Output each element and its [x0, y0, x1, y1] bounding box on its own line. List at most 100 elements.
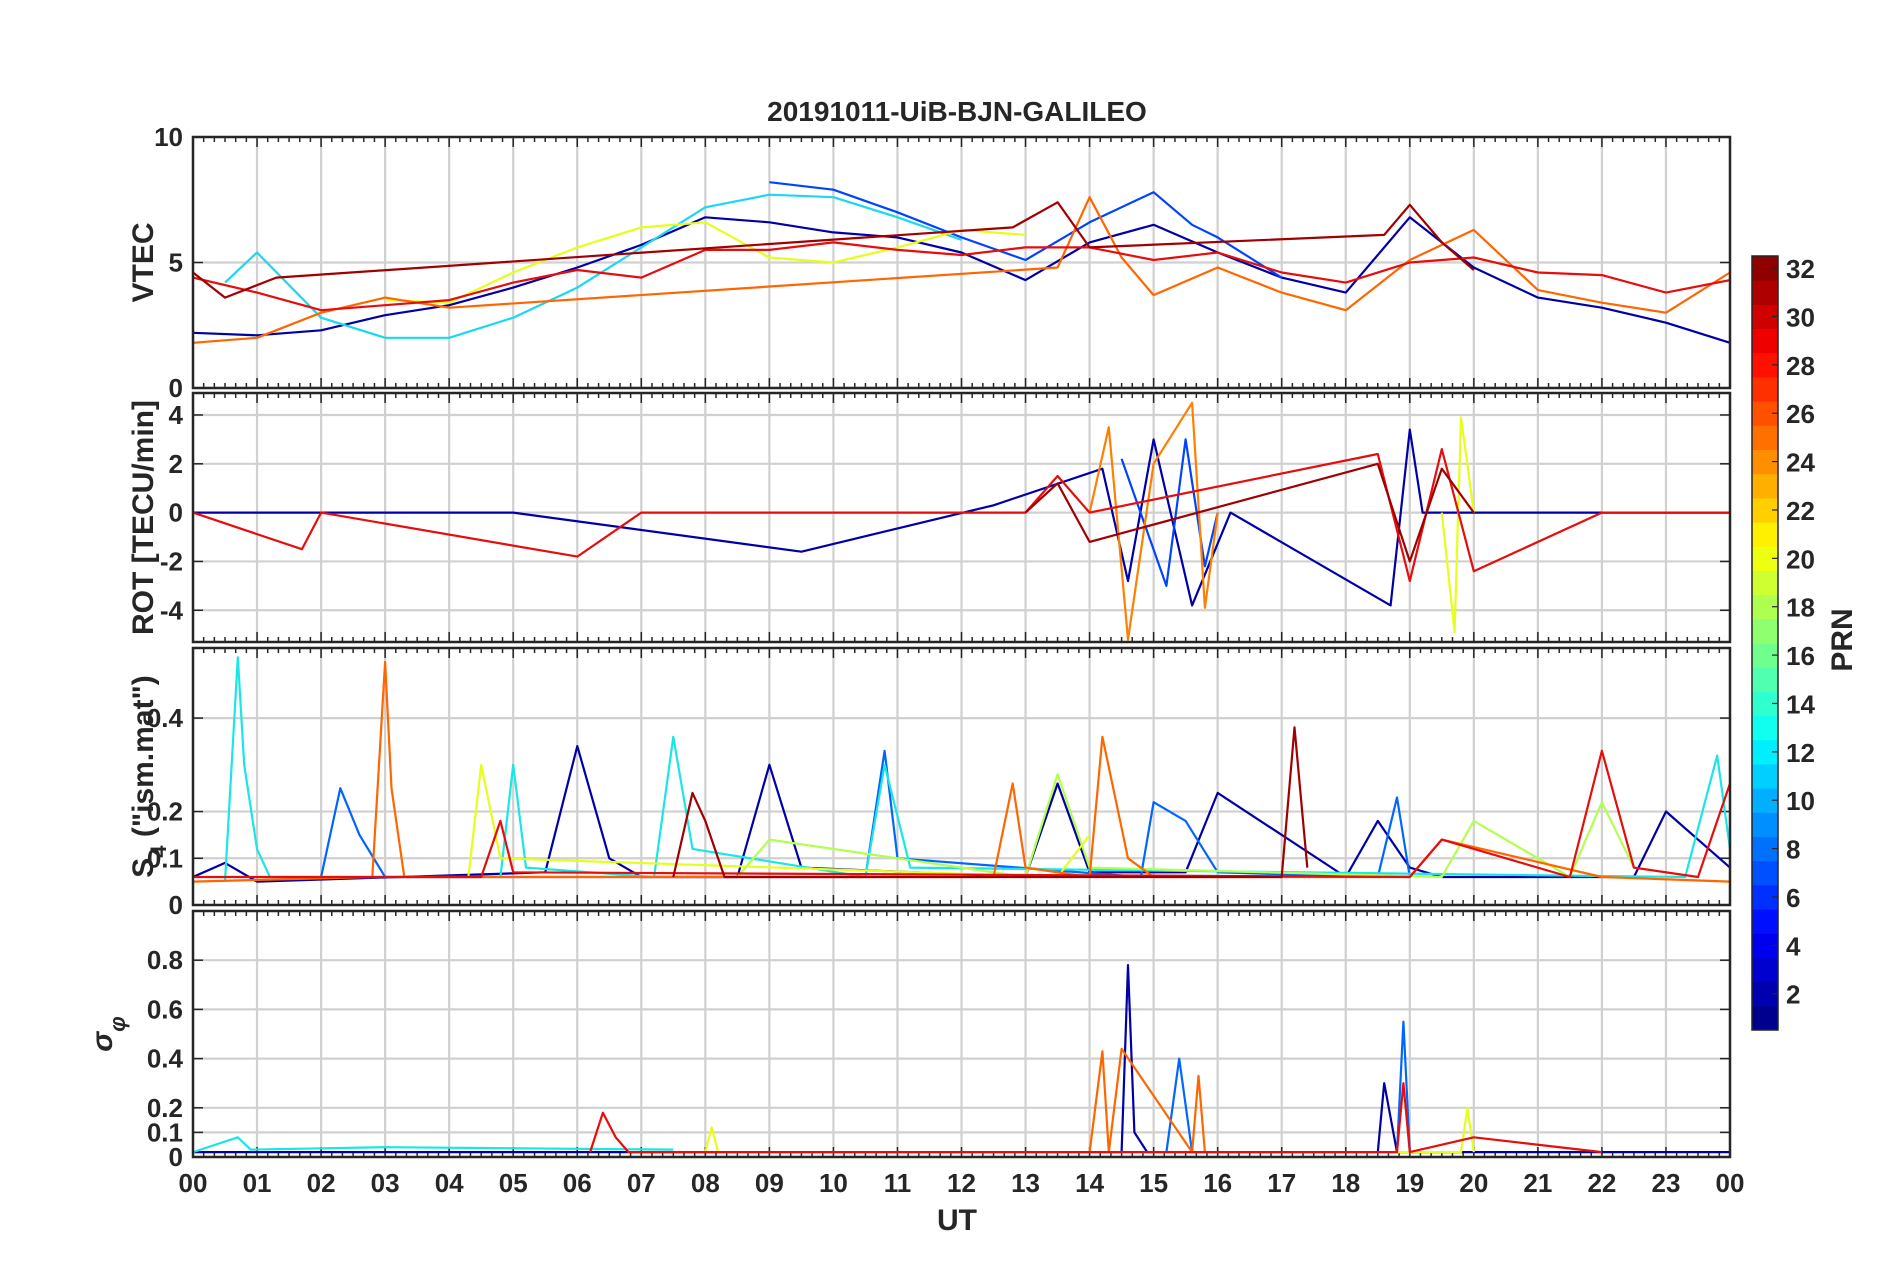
series-line-prn-5 [769, 181, 1283, 279]
x-tick-label: 10 [819, 1168, 848, 1198]
y-tick-label: 0.8 [147, 945, 183, 975]
x-tick-label: 11 [884, 1168, 912, 1198]
x-tick-label: 14 [1075, 1168, 1104, 1198]
colorbar-swatch [1752, 1005, 1778, 1031]
colorbar-swatch [1752, 763, 1778, 789]
y-axis-label: S4 ("ism.mat") [127, 675, 171, 877]
x-tick-label: 13 [1011, 1168, 1040, 1198]
colorbar-tick-label: 24 [1786, 448, 1815, 478]
colorbar-swatch [1752, 328, 1778, 354]
series-line-prn-1 [193, 744, 1730, 883]
colorbar-swatch [1752, 715, 1778, 741]
colorbar-swatch [1752, 667, 1778, 692]
y-tick-label: 0.2 [147, 1093, 183, 1123]
series-line-prn-25 [1088, 1047, 1206, 1154]
y-tick-label: 0 [169, 890, 183, 920]
colorbar-tick-label: 14 [1786, 689, 1815, 719]
y-tick-label: 4 [169, 400, 184, 430]
y-tick-label: 0.6 [147, 994, 183, 1024]
x-axis-label: UT [937, 1204, 977, 1237]
x-tick-label: 20 [1459, 1168, 1488, 1198]
colorbar-frame [1751, 255, 1779, 1031]
colorbar-tick-label: 20 [1786, 544, 1815, 574]
colorbar-tick-label: 26 [1786, 399, 1815, 429]
series-group [193, 963, 1730, 1154]
x-tick-label: 01 [243, 1168, 272, 1198]
x-tick-label: 00 [179, 1168, 208, 1198]
colorbar-tick-label: 10 [1786, 786, 1815, 816]
series-line-prn-12 [224, 193, 962, 339]
series-line-prn-19 [1440, 416, 1475, 634]
colorbar-swatch [1752, 957, 1778, 983]
colorbar-tick-label: 16 [1786, 641, 1815, 671]
series-line-prn-1 [193, 428, 1730, 607]
y-tick-label: -4 [160, 595, 184, 625]
series-group [193, 401, 1730, 641]
colorbar-tick-label: 12 [1786, 738, 1815, 768]
panel-3: 0 0.1 0.2 0.4S4 ("ism.mat") [127, 646, 1732, 920]
y-tick-label: 0 [169, 1142, 183, 1172]
x-tick-label: 23 [1651, 1168, 1680, 1198]
series-group [193, 656, 1730, 883]
panel-1: 0 5 10 VTEC [127, 122, 1732, 403]
panel-frame [191, 135, 1732, 390]
colorbar-swatch [1752, 425, 1778, 450]
x-tick-label: 03 [371, 1168, 400, 1198]
x-tick-label: 22 [1587, 1168, 1616, 1198]
panel-frame [191, 391, 1732, 644]
colorbar-tick-label: 2 [1786, 980, 1800, 1010]
y-tick-label: 0.2 [147, 797, 183, 827]
series-line-prn-24 [1088, 401, 1219, 641]
y-tick-label: 0 [169, 373, 183, 403]
x-tick-label: 21 [1523, 1168, 1552, 1198]
y-tick-label: 0.4 [147, 1044, 184, 1074]
y-axis-label: VTEC [127, 222, 160, 302]
colorbar-swatch [1752, 473, 1778, 499]
chart-title: 20191011-UiB-BJN-GALILEO [767, 96, 1147, 127]
panel-4: 00.10.2 0.4 0.6 0.8 σφ [86, 909, 1732, 1172]
series-line-prn-1 [193, 216, 1730, 344]
y-axis-label: ROT [TECU/min] [127, 400, 160, 635]
series-line-prn-29 [193, 241, 1730, 312]
x-tick-label: 06 [563, 1168, 592, 1198]
colorbar-tick-label: 6 [1786, 883, 1800, 913]
series-line-prn-29 [193, 749, 1730, 879]
y-tick-label: 0.4 [147, 703, 184, 733]
colorbar-swatch [1752, 860, 1778, 886]
x-tick-label: 07 [627, 1168, 656, 1198]
y-tick-label: 0 [169, 498, 183, 528]
series-line-prn-5 [1120, 438, 1219, 588]
x-tick-label: 02 [307, 1168, 336, 1198]
colorbar-swatch [1752, 376, 1778, 402]
series-line-prn-31 [1024, 462, 1475, 563]
y-axis-label: σφ [86, 1016, 130, 1051]
y-tick-label: 10 [154, 122, 183, 152]
colorbar-swatch [1752, 618, 1778, 644]
colorbar-tick-label: 32 [1786, 254, 1815, 284]
colorbar-tick-label: 18 [1786, 593, 1815, 623]
x-tick-label: 04 [435, 1168, 464, 1198]
colorbar-swatch [1752, 570, 1778, 596]
x-tick-label: 09 [755, 1168, 784, 1198]
series-line-prn-29 [193, 448, 1730, 583]
series-line-prn-29 [589, 1082, 1603, 1154]
x-tick-label: 12 [947, 1168, 976, 1198]
panel-frame [191, 646, 1732, 907]
x-tick-label: 16 [1203, 1168, 1232, 1198]
x-tick-label: 15 [1139, 1168, 1168, 1198]
colorbar-swatch [1752, 522, 1778, 547]
series-group [193, 181, 1730, 344]
y-tick-label: 0.1 [147, 843, 183, 873]
colorbar-swatch [1752, 909, 1778, 934]
series-line-prn-19 [385, 221, 1026, 304]
x-tick-label: 17 [1267, 1168, 1296, 1198]
colorbar-tick-label: 30 [1786, 302, 1815, 332]
colorbar-tick-label: 22 [1786, 496, 1815, 526]
series-line-prn-13 [193, 1136, 674, 1154]
series-line-prn-20 [467, 763, 1091, 879]
colorbar-swatch [1752, 280, 1778, 305]
panel-frame [191, 909, 1732, 1159]
